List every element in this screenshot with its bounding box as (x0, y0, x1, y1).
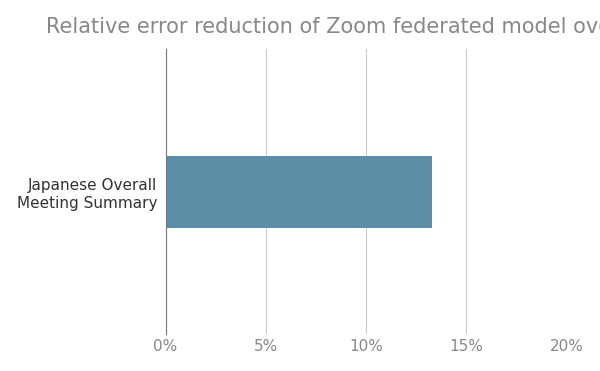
Title: Relative error reduction of Zoom federated model over GPT-4: Relative error reduction of Zoom federat… (46, 17, 600, 37)
Bar (166, 156, 432, 227)
